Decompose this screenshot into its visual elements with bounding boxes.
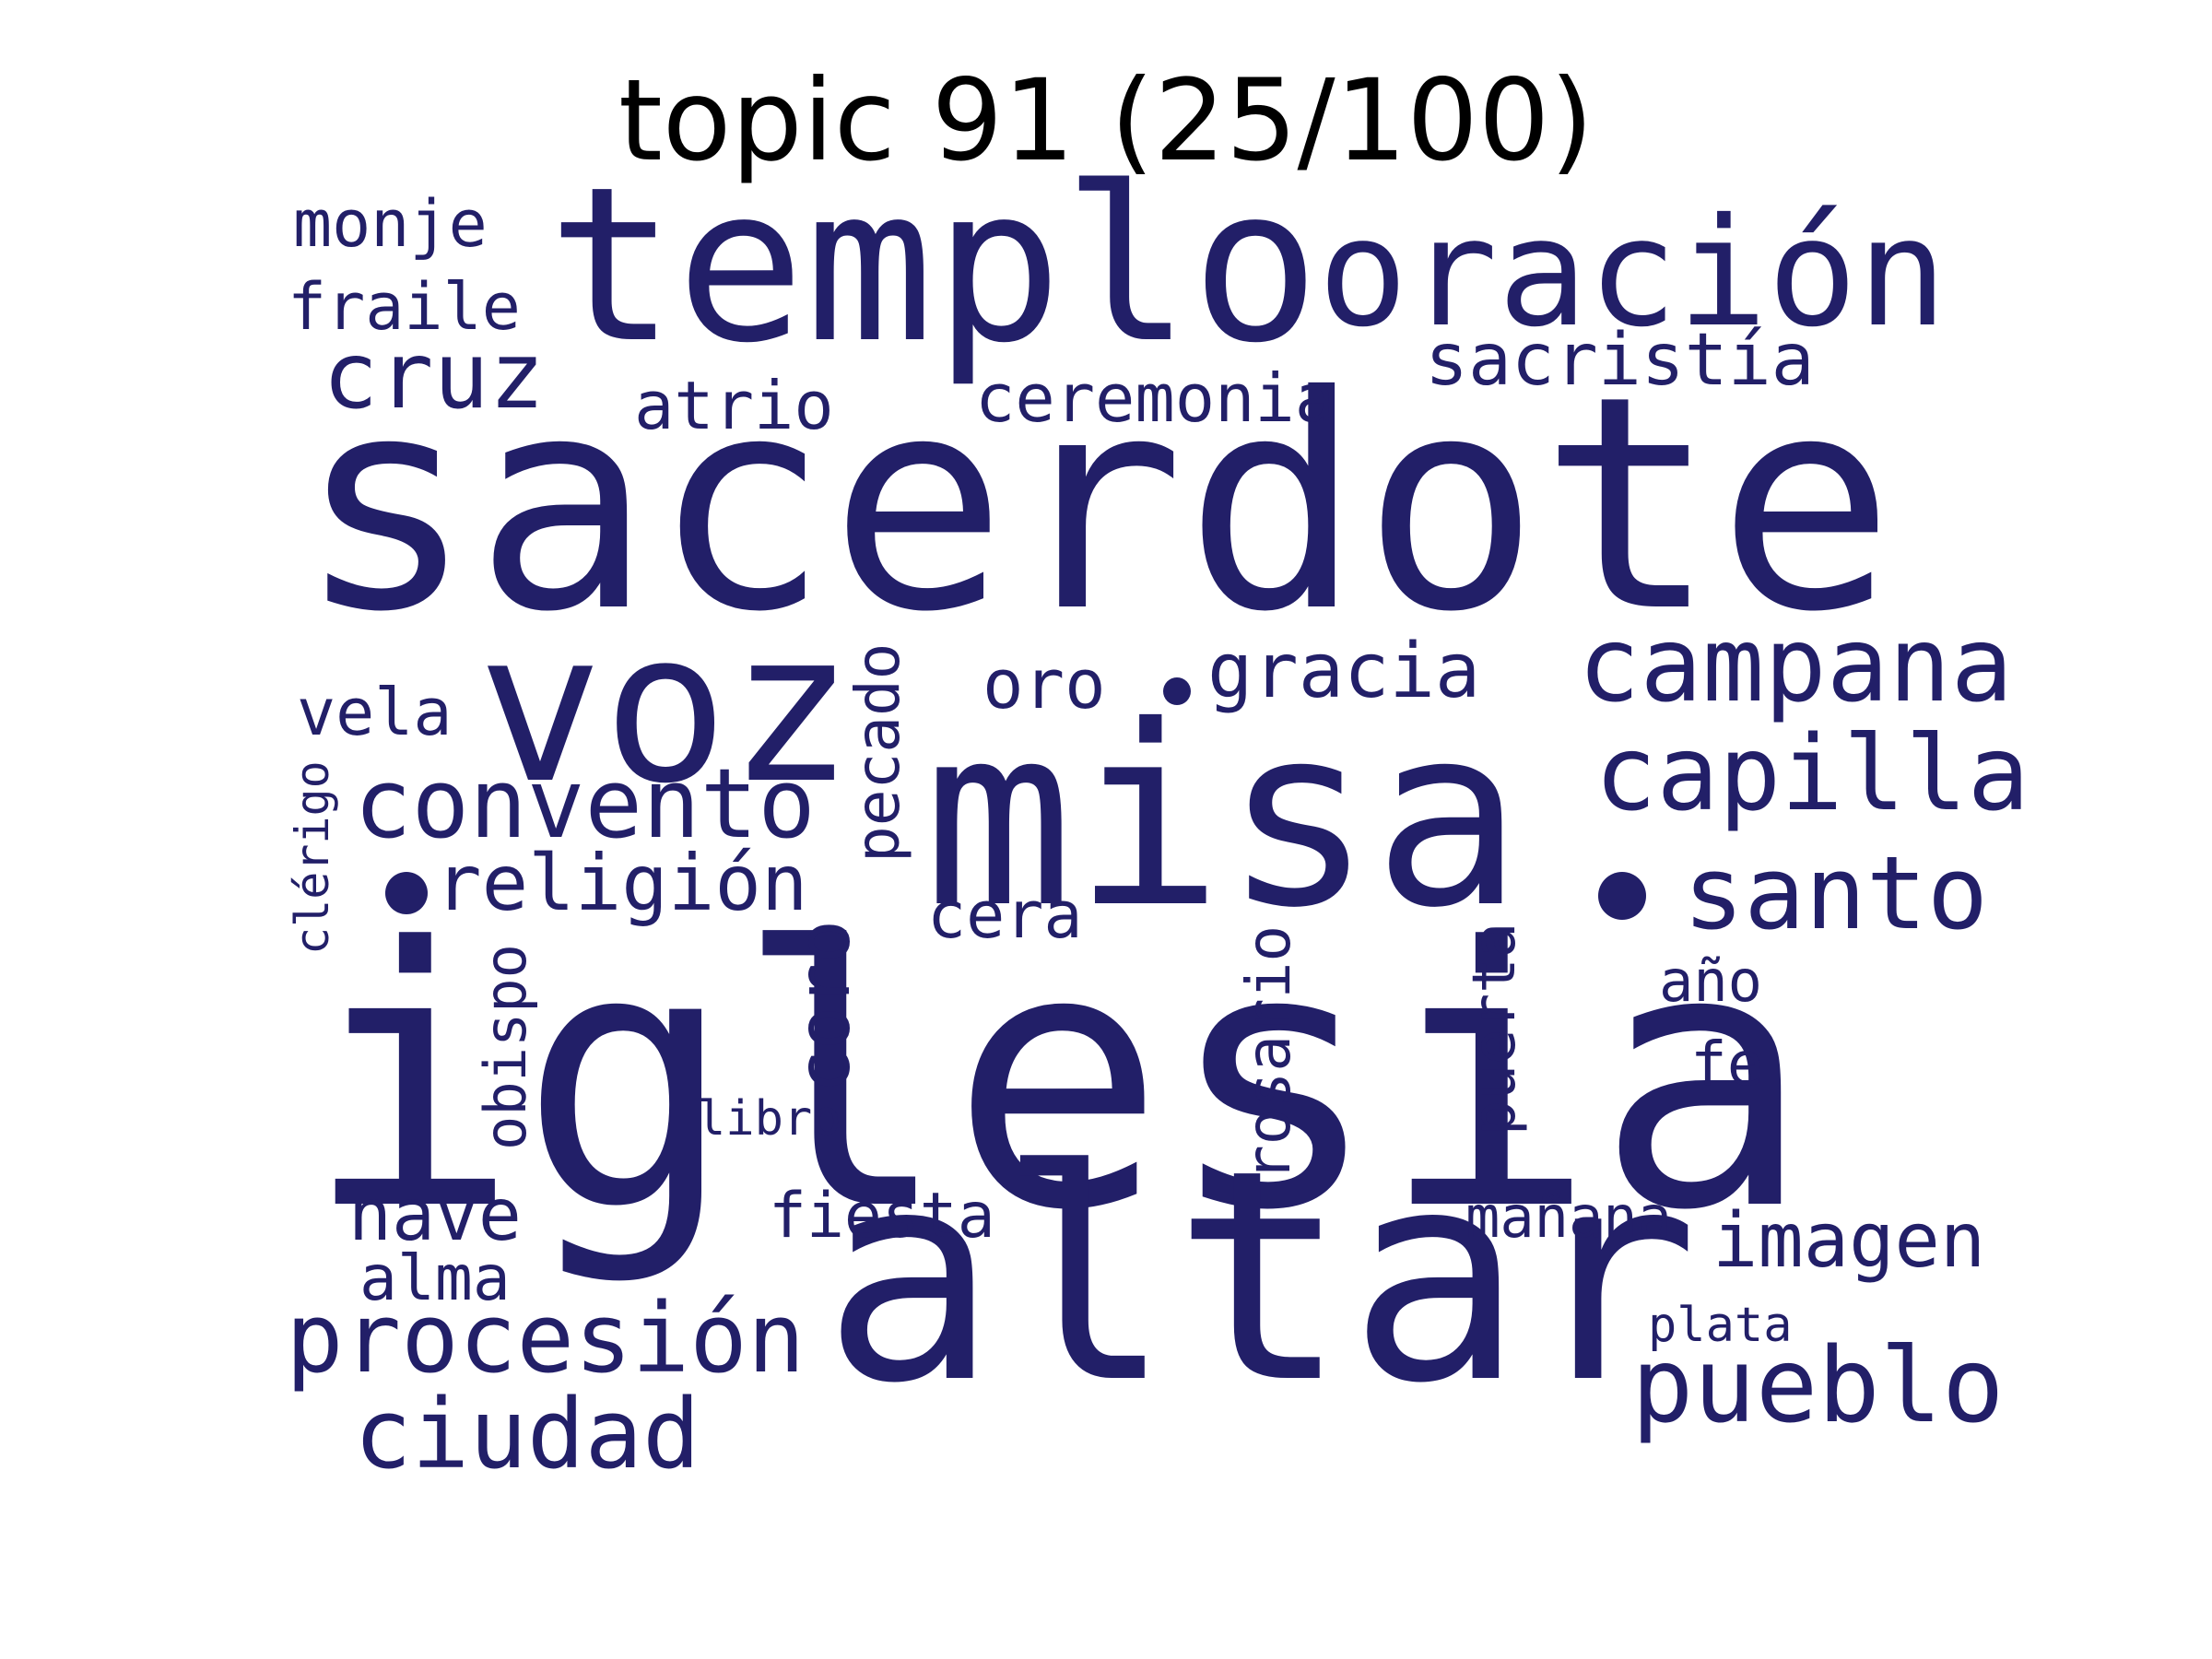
- word-obispo: obispo: [472, 944, 539, 1150]
- word-manana: mañana: [1465, 1183, 1672, 1251]
- word-libro: libro: [697, 1091, 841, 1147]
- word-pueblo: pueblo: [1631, 1326, 2005, 1446]
- word-oro: oro: [982, 645, 1106, 724]
- word-sacerdote: sacerdote: [297, 334, 1895, 677]
- word-clerigo: clérigo: [286, 760, 339, 955]
- word-plata: plata: [1648, 1298, 1793, 1353]
- word-iglesia: iglesia: [304, 872, 1812, 1288]
- word-santo: santo: [1683, 834, 1989, 952]
- word-rosario: rosario: [1233, 924, 1304, 1182]
- word-voz: voz: [477, 587, 854, 830]
- word-ciudad: ciudad: [354, 1378, 700, 1490]
- word-vela: vela: [297, 675, 453, 750]
- dot-mark: [385, 872, 428, 914]
- word-nave: nave: [348, 1174, 522, 1257]
- word-alma: alma: [359, 1242, 511, 1315]
- word-fe: fe: [1690, 1029, 1764, 1100]
- word-sacristia: sacristía: [1425, 319, 1815, 402]
- dot-mark: [1163, 677, 1191, 705]
- word-ceremonia: ceremonia: [975, 359, 1335, 437]
- word-pecado: pecado: [842, 642, 913, 863]
- word-fiesta: fiesta: [769, 1180, 995, 1253]
- word-atrio: atrio: [634, 367, 834, 444]
- word-oracion: oración: [1318, 187, 1947, 360]
- word-misa: misa: [924, 672, 1524, 962]
- word-altar: altar: [822, 1108, 1700, 1447]
- dot-mark: [1598, 872, 1646, 920]
- word-templo: templo: [547, 141, 1321, 390]
- word-ano: año: [1659, 947, 1762, 1015]
- word-coro: coro: [783, 920, 866, 1093]
- word-cera: cera: [927, 877, 1083, 953]
- word-puerta: puerta: [1461, 922, 1529, 1135]
- word-fraile: fraile: [288, 269, 521, 345]
- word-cruz: cruz: [323, 322, 545, 429]
- word-convento: convento: [354, 747, 816, 860]
- word-capilla: capilla: [1594, 714, 2030, 834]
- word-monje: monje: [293, 186, 488, 262]
- word-gracia: gracia: [1207, 628, 1481, 715]
- word-imagen: imagen: [1712, 1197, 1986, 1285]
- chart-title: topic 91 (25/100): [618, 55, 1594, 186]
- word-campana: campana: [1578, 606, 2014, 725]
- word-procesion: procesión: [286, 1282, 806, 1394]
- word-religion: religión: [435, 838, 808, 928]
